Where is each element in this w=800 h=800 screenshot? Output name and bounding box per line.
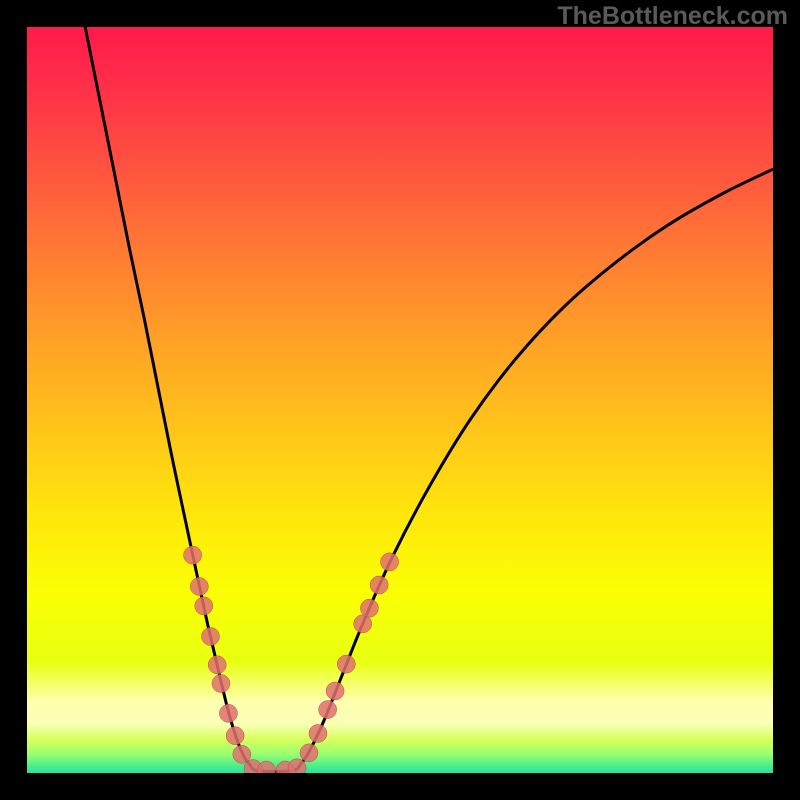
data-marker: [212, 674, 230, 692]
data-marker: [309, 724, 327, 742]
data-marker: [208, 656, 226, 674]
data-marker: [190, 578, 208, 596]
chart-svg: [27, 27, 773, 773]
data-marker: [202, 627, 220, 645]
data-marker: [354, 615, 372, 633]
data-marker: [195, 597, 213, 615]
data-marker: [370, 576, 388, 594]
chart-background: [27, 27, 773, 773]
watermark-text: TheBottleneck.com: [557, 2, 788, 31]
data-marker: [184, 546, 202, 564]
data-marker: [233, 745, 251, 763]
data-marker: [319, 701, 337, 719]
data-marker: [381, 553, 399, 571]
chart-plot-area: [27, 27, 773, 773]
data-marker: [360, 599, 378, 617]
data-marker: [337, 655, 355, 673]
data-marker: [300, 744, 318, 762]
data-marker: [219, 704, 237, 722]
data-marker: [326, 682, 344, 700]
data-marker: [226, 727, 244, 745]
page-root: TheBottleneck.com: [0, 0, 800, 800]
